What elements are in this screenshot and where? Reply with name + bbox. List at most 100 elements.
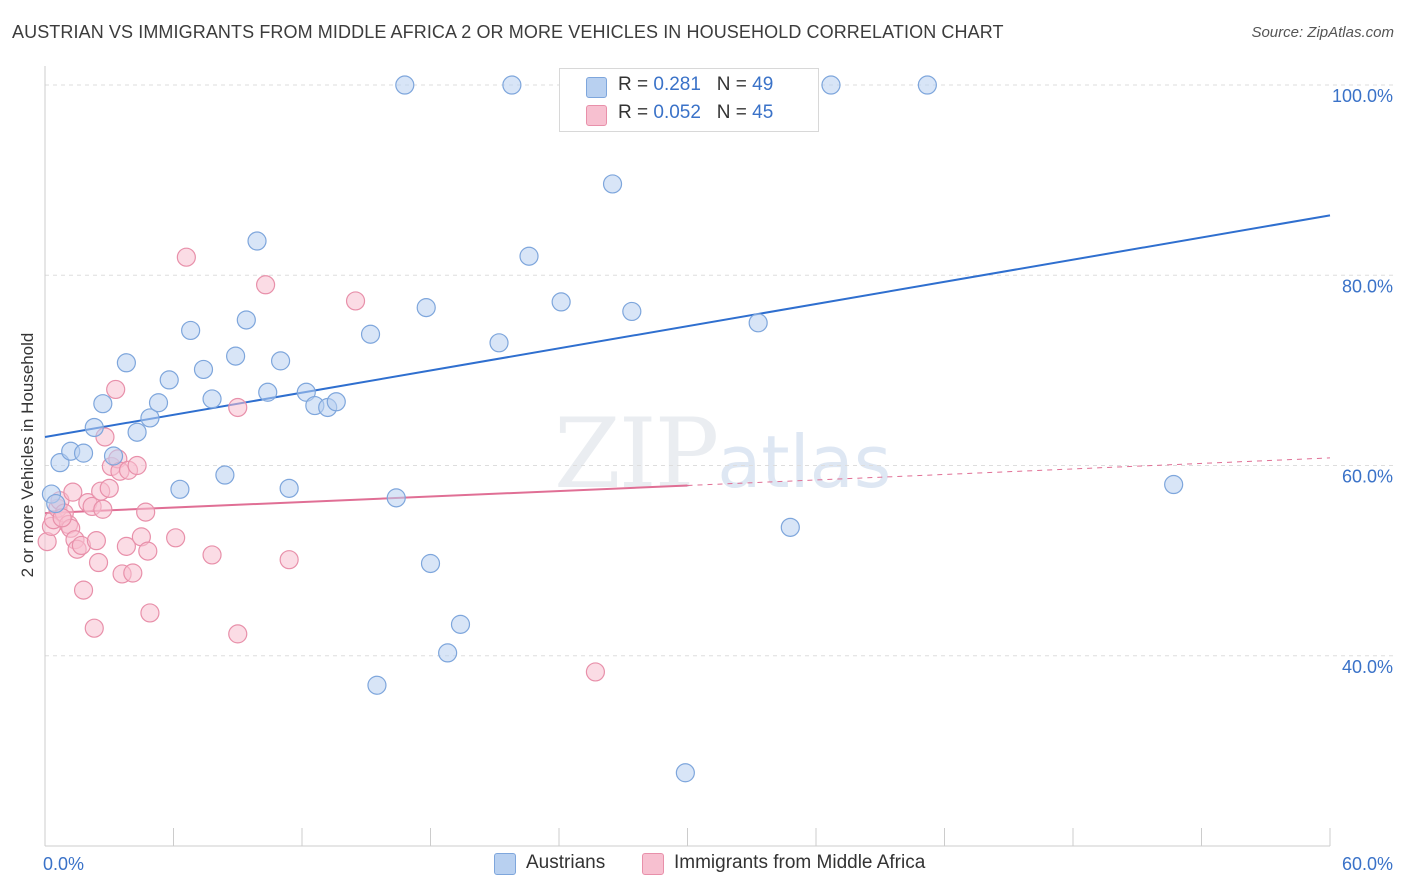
data-point-austrians [116, 353, 136, 373]
data-point-austrians [193, 359, 214, 380]
data-point-immigrants [228, 397, 248, 418]
legend-n-value: 49 [752, 74, 774, 95]
legend-n-label: N = [716, 102, 747, 123]
y-tick-label: 40.0% [1342, 657, 1393, 677]
y-tick-label: 100.0% [1332, 86, 1393, 106]
data-point-immigrants [127, 455, 147, 476]
watermark-atlas: atlas [717, 420, 892, 504]
legend-label: Immigrants from Middle Africa [674, 852, 926, 873]
data-point-immigrants [255, 275, 276, 295]
series-austrians-points [41, 75, 1184, 783]
correlation-legend: R = 0.281 N = 49 R = 0.052 N = 45 [559, 68, 819, 132]
chart-title: AUSTRIAN VS IMMIGRANTS FROM MIDDLE AFRIC… [12, 22, 1004, 42]
data-point-immigrants [73, 580, 94, 600]
legend-swatch-blue [494, 853, 516, 875]
x-tick-label: 60.0% [1342, 854, 1393, 874]
data-point-austrians [226, 346, 246, 366]
data-point-austrians [159, 370, 179, 390]
data-point-immigrants [279, 550, 299, 570]
data-point-austrians [502, 75, 522, 95]
legend-r-value: 0.281 [653, 74, 701, 95]
trend-line-immigrants-extension [687, 457, 1331, 486]
legend-r-label: R = [618, 74, 649, 95]
data-point-immigrants [84, 618, 104, 638]
data-point-immigrants [106, 379, 126, 400]
y-tick-label: 80.0% [1342, 276, 1393, 296]
axes [44, 66, 1331, 847]
data-point-immigrants [123, 563, 143, 583]
legend-swatch-blue [586, 77, 607, 98]
data-point-austrians [247, 231, 267, 251]
series-immigrants-points [37, 247, 606, 682]
tick-labels: 40.0% 60.0% 80.0% 100.0% 0.0% 60.0% [43, 86, 1393, 874]
y-tick-label: 60.0% [1342, 467, 1393, 487]
data-point-austrians [519, 246, 539, 266]
data-point-immigrants [88, 552, 109, 573]
data-point-austrians [215, 465, 235, 485]
data-point-austrians [148, 393, 169, 413]
legend-r-label: R = [618, 102, 649, 123]
source-note: Source: ZipAtlas.com [1251, 24, 1394, 41]
legend-label: Austrians [526, 852, 606, 873]
data-point-austrians [917, 75, 937, 95]
watermark-zip: ZIP [554, 398, 719, 510]
trend-line-austrians [44, 214, 1331, 438]
data-point-immigrants [166, 528, 186, 548]
legend-n-label: N = [716, 74, 747, 95]
data-point-austrians [127, 422, 147, 442]
data-point-austrians [140, 408, 160, 428]
x-tick-label: 0.0% [43, 854, 84, 874]
data-point-immigrants [585, 662, 606, 682]
data-point-austrians [450, 614, 471, 634]
data-point-immigrants [138, 541, 158, 561]
data-point-austrians [420, 553, 441, 574]
data-point-austrians [170, 479, 190, 499]
data-point-immigrants [116, 536, 136, 556]
data-point-austrians [438, 643, 458, 663]
data-point-austrians [780, 517, 800, 537]
data-point-austrians [181, 320, 201, 341]
legend-swatch-pink [586, 105, 607, 126]
data-point-austrians [258, 382, 278, 402]
data-point-immigrants [99, 478, 119, 498]
data-point-immigrants [136, 502, 156, 522]
legend-r-value: 0.052 [653, 102, 701, 123]
data-point-immigrants [176, 247, 196, 267]
data-point-austrians [73, 443, 94, 463]
y-axis-label: 2 or more Vehicles in Household [18, 332, 37, 578]
data-point-austrians [622, 301, 642, 322]
data-point-immigrants [345, 291, 366, 311]
data-point-austrians [326, 392, 346, 412]
data-point-immigrants [140, 603, 160, 623]
data-point-austrians [236, 310, 256, 330]
data-point-austrians [360, 324, 381, 344]
data-point-austrians [84, 417, 104, 438]
data-point-austrians [270, 351, 291, 371]
data-point-immigrants [63, 482, 83, 502]
data-point-austrians [103, 446, 124, 466]
data-point-austrians [367, 675, 387, 695]
legend-n-value: 45 [752, 102, 774, 123]
data-point-austrians [675, 763, 695, 783]
data-point-austrians [821, 75, 841, 95]
data-point-austrians [386, 488, 406, 508]
data-point-austrians [46, 493, 66, 514]
data-point-austrians [602, 174, 623, 194]
watermark: ZIPatlas [554, 398, 891, 510]
data-point-austrians [489, 333, 509, 353]
data-point-austrians [748, 313, 768, 333]
data-point-austrians [416, 298, 436, 318]
data-point-austrians [395, 75, 415, 95]
data-point-austrians [551, 292, 571, 312]
gridlines [45, 84, 1394, 657]
data-point-immigrants [86, 531, 107, 551]
data-point-immigrants [93, 499, 113, 519]
data-point-immigrants [202, 545, 222, 565]
data-point-immigrants [228, 624, 248, 644]
data-point-austrians [93, 394, 113, 414]
data-point-austrians [1164, 474, 1184, 495]
legend-swatch-pink [642, 853, 664, 875]
data-point-austrians [279, 478, 299, 498]
data-point-austrians [202, 389, 222, 409]
